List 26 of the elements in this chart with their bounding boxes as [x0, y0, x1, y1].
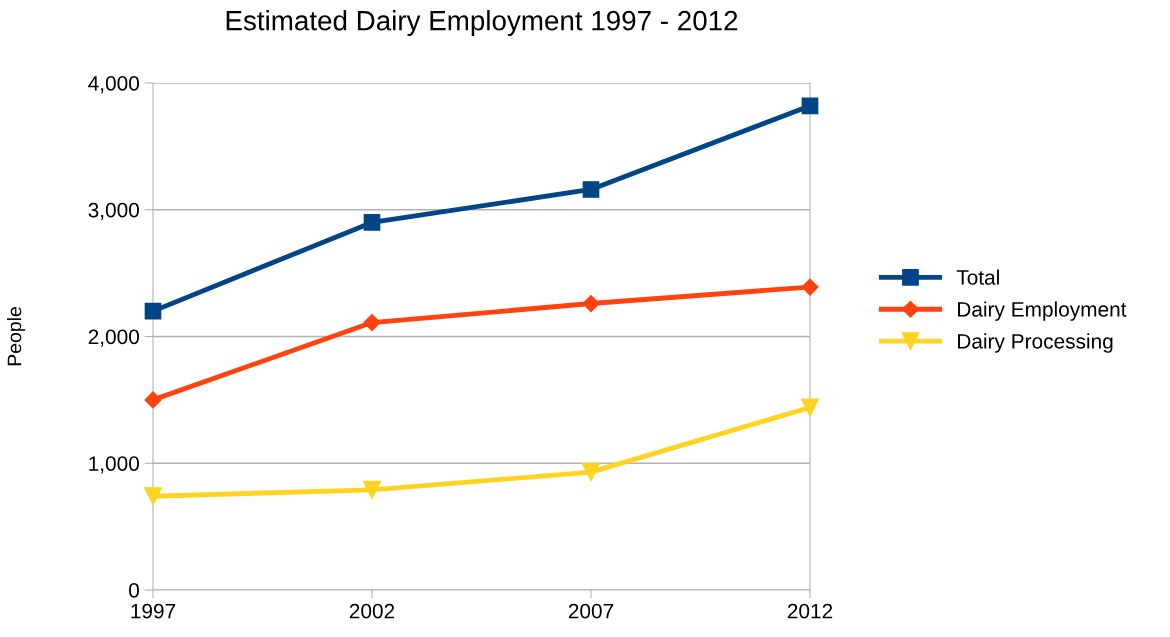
point	[362, 480, 382, 499]
point	[801, 97, 819, 115]
point	[143, 487, 163, 506]
point	[801, 278, 819, 296]
y-tick-label: 3,000	[88, 202, 139, 220]
point	[363, 314, 381, 332]
legend-label: Total	[956, 269, 999, 285]
point	[582, 181, 600, 198]
point	[800, 398, 820, 417]
y-tick-label: 4,000	[88, 76, 139, 94]
point	[144, 302, 162, 320]
x-tick-label: 2007	[568, 603, 614, 619]
legend-label: Dairy Employment	[958, 301, 1127, 321]
y-tick-label: 0	[129, 583, 139, 598]
x-tick-label: 1997	[131, 603, 176, 619]
x-tick-label: 2012	[787, 603, 833, 619]
chart-title: Estimated Dairy Employment 1997 - 2012	[226, 10, 738, 36]
y-axis-title: People	[7, 307, 26, 366]
legend-label: Dairy Processing	[958, 333, 1113, 353]
y-tick-label: 1,000	[89, 456, 139, 474]
point	[582, 294, 600, 313]
point	[581, 463, 601, 482]
point	[144, 391, 162, 409]
point	[363, 214, 381, 231]
x-tick-label: 2002	[349, 603, 395, 619]
y-tick-label: 2,000	[88, 329, 139, 347]
